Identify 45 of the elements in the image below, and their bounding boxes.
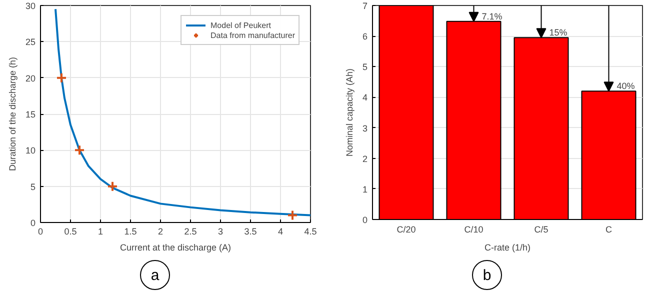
point xyxy=(56,72,67,84)
x-axis-title: C-rate (1/h) xyxy=(484,242,531,252)
y-tick-label: 2 xyxy=(362,154,368,164)
x-tick-label: C/5 xyxy=(534,224,548,234)
y-tick-label: 10 xyxy=(25,146,36,156)
x-tick-label: 4.5 xyxy=(304,226,317,236)
x-tick-label: C/10 xyxy=(464,224,484,234)
x-tick-label: 0.5 xyxy=(64,226,77,236)
x-tick-label: C xyxy=(606,224,612,234)
y-tick-label: 20 xyxy=(25,73,36,84)
text: b xyxy=(472,260,502,290)
y-tick-label: 25 xyxy=(25,37,36,48)
annotation: 7.1% xyxy=(482,11,502,22)
point xyxy=(287,210,298,221)
y-tick-label: 1 xyxy=(362,184,368,194)
legend-label: Data from manufacturer xyxy=(210,30,295,40)
y-tick-label: 4 xyxy=(362,92,368,103)
y-axis-title: Nominal capacity (Ah) xyxy=(344,68,354,157)
point xyxy=(107,180,118,192)
y-tick-label: 5 xyxy=(30,182,36,192)
x-tick-label: 4 xyxy=(278,226,284,236)
y-tick-label: 0 xyxy=(30,218,36,228)
point xyxy=(74,144,85,156)
annotation: 15% xyxy=(549,28,568,38)
annotation: 40% xyxy=(616,81,635,92)
x-tick-label: 1 xyxy=(98,226,104,236)
y-tick-label: 6 xyxy=(362,32,368,42)
x-tick-label: 1.5 xyxy=(124,226,137,236)
y-tick-label: 7 xyxy=(362,1,368,11)
text: a xyxy=(140,260,170,290)
x-tick-label: 2.5 xyxy=(184,226,197,236)
y-tick-label: 5 xyxy=(362,62,368,72)
x-tick-label: 2 xyxy=(158,226,164,236)
x-tick-label: 3.5 xyxy=(244,226,257,236)
line-series xyxy=(54,8,310,216)
y-axis-title: Duration of the discharge (h) xyxy=(7,56,18,172)
legend-label: Model of Peukert xyxy=(210,20,271,30)
y-tick-label: 30 xyxy=(25,1,36,11)
x-axis-title: Current at the discharge (A) xyxy=(120,242,232,252)
x-tick-label: 3 xyxy=(218,226,224,236)
x-tick-label: C/20 xyxy=(396,224,416,234)
x-tick-label: 0 xyxy=(38,226,44,236)
y-tick-label: 3 xyxy=(362,123,368,134)
y-tick-label: 0 xyxy=(362,215,368,225)
y-tick-label: 15 xyxy=(25,110,36,120)
